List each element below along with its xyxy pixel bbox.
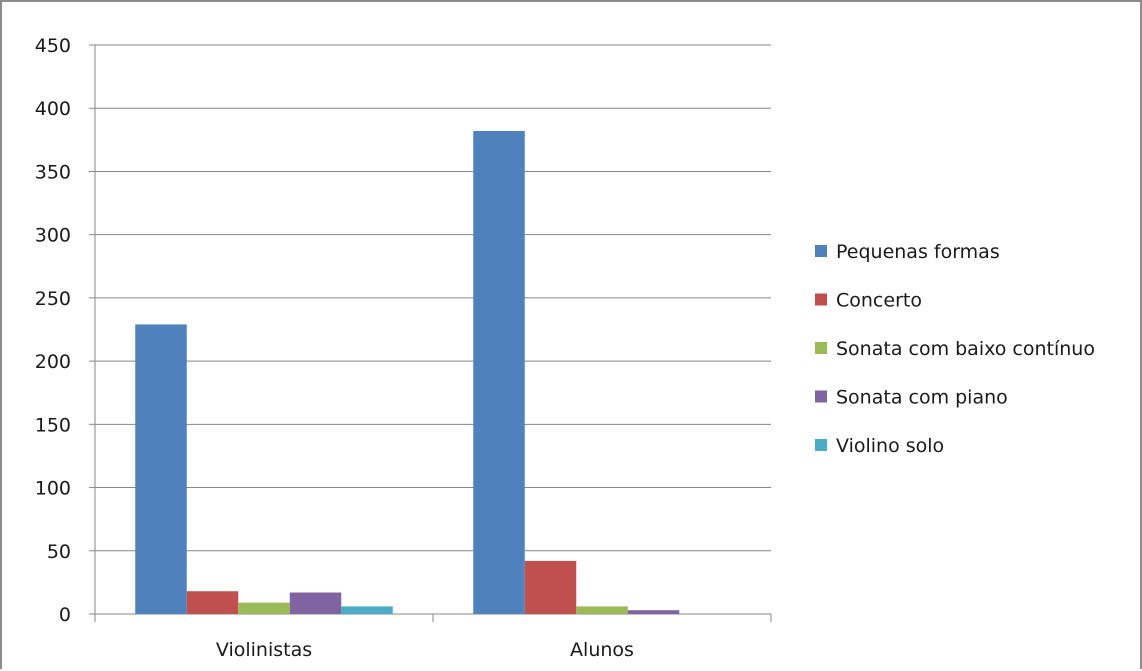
y-tick-label: 300 [35,225,71,247]
x-category-label: Violinistas [216,639,312,661]
y-tick-label: 100 [35,478,71,500]
y-tick-label: 0 [59,604,71,626]
y-tick-label: 200 [35,351,71,373]
legend-swatch [815,342,827,354]
legend-swatch [815,293,827,306]
legend-swatch [815,439,827,451]
y-tick-label: 250 [35,288,71,310]
legend-label: Pequenas formas [836,241,1000,263]
legend-label: Concerto [836,290,922,312]
y-tick-label: 350 [35,161,71,183]
bar [524,560,577,614]
bar [627,610,680,614]
bar [576,606,628,614]
y-tick-label: 150 [35,414,71,436]
legend-label: Violino solo [836,435,944,457]
y-tick-label: 450 [35,35,71,57]
bar [473,130,525,614]
bar [289,592,342,614]
y-tick-label: 400 [35,98,71,120]
bar [238,602,290,614]
y-tick-label: 50 [47,541,71,563]
bar [341,606,393,614]
legend-label: Sonata com piano [836,387,1008,409]
legend-swatch [815,390,827,403]
x-category-label: Alunos [570,639,634,661]
bar [135,324,187,614]
legend-swatch [815,245,827,257]
bar [186,591,239,614]
legend-label: Sonata com baixo contínuo [836,338,1095,360]
